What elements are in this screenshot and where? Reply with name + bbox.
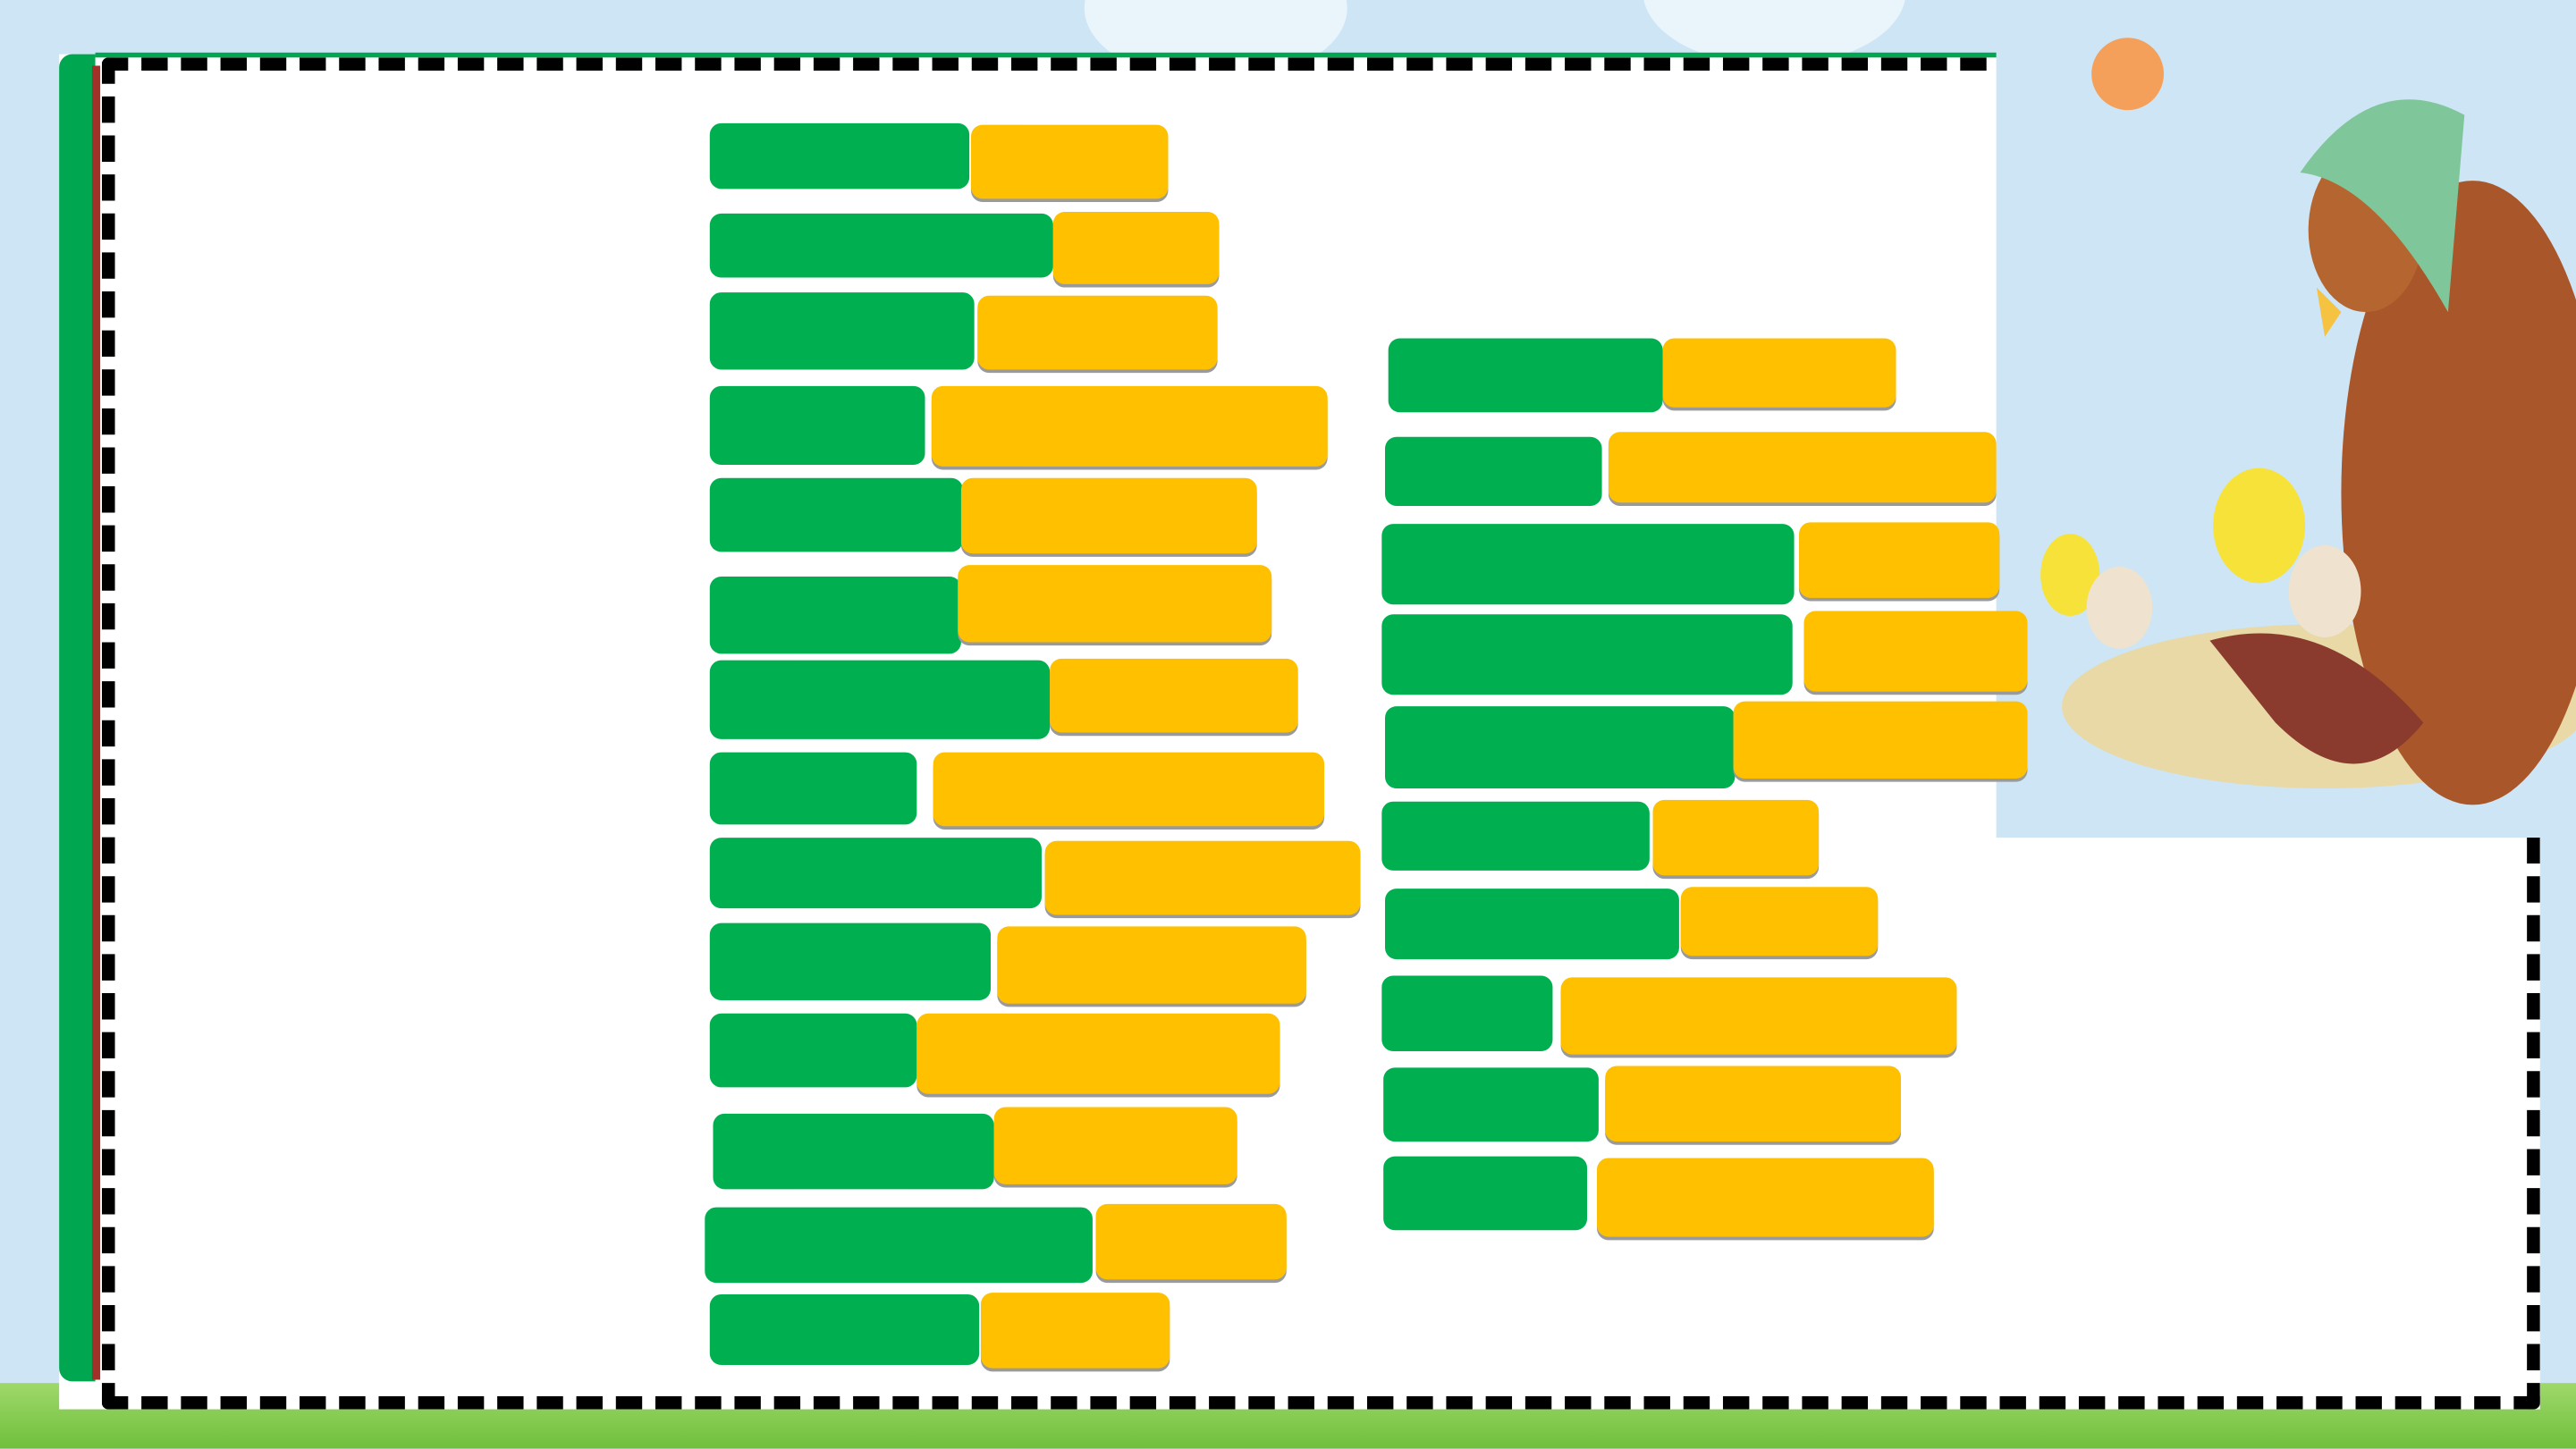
green-cover-button[interactable] bbox=[1385, 889, 1679, 960]
green-cover-button[interactable] bbox=[1381, 524, 1795, 605]
yellow-cover-button[interactable] bbox=[1052, 212, 1220, 284]
yellow-cover-button[interactable] bbox=[1733, 701, 2028, 779]
top-green-line bbox=[95, 52, 2511, 58]
dashed-frame bbox=[101, 57, 2540, 1410]
yellow-cover-button[interactable] bbox=[977, 295, 1218, 370]
headscarf bbox=[2300, 99, 2465, 313]
green-cover-button[interactable] bbox=[709, 292, 975, 370]
green-cover-button[interactable] bbox=[1383, 1156, 1588, 1231]
hen-body bbox=[2341, 181, 2576, 805]
egg-shell bbox=[2086, 566, 2153, 649]
yellow-cover-button[interactable] bbox=[1662, 338, 1896, 408]
green-side-band bbox=[59, 54, 96, 1382]
green-cover-button[interactable] bbox=[709, 576, 961, 654]
yellow-cover-button[interactable] bbox=[931, 385, 1328, 467]
green-cover-button[interactable] bbox=[709, 477, 963, 552]
green-cover-button[interactable] bbox=[1383, 1067, 1599, 1142]
yellow-cover-button[interactable] bbox=[960, 477, 1257, 554]
beak bbox=[2316, 287, 2342, 337]
yellow-cover-button[interactable] bbox=[1050, 658, 1298, 733]
yellow-cover-button[interactable] bbox=[970, 124, 1169, 199]
green-cover-button[interactable] bbox=[709, 385, 925, 466]
green-cover-button[interactable] bbox=[709, 213, 1053, 278]
green-cover-button[interactable] bbox=[709, 660, 1051, 739]
yellow-cover-button[interactable] bbox=[993, 1107, 1237, 1184]
hen-wing bbox=[2209, 633, 2424, 764]
green-cover-button[interactable] bbox=[709, 122, 970, 190]
yellow-cover-button[interactable] bbox=[958, 565, 1272, 643]
yellow-cover-button[interactable] bbox=[1803, 611, 2028, 692]
green-cover-button[interactable] bbox=[709, 922, 992, 1001]
yellow-cover-button[interactable] bbox=[1044, 840, 1361, 915]
chick bbox=[2213, 468, 2306, 584]
green-cover-button[interactable] bbox=[713, 1113, 994, 1190]
green-cover-button[interactable] bbox=[1385, 436, 1602, 506]
egg-shell bbox=[2288, 545, 2361, 637]
green-cover-button[interactable] bbox=[709, 752, 917, 825]
green-cover-button[interactable] bbox=[1381, 975, 1553, 1051]
green-cover-button[interactable] bbox=[709, 1293, 980, 1365]
red-side-line bbox=[91, 65, 101, 1380]
sun-icon bbox=[2091, 38, 2164, 111]
green-cover-button[interactable] bbox=[1381, 801, 1650, 871]
yellow-cover-button[interactable] bbox=[933, 752, 1325, 827]
yellow-cover-button[interactable] bbox=[1560, 977, 1957, 1055]
green-cover-button[interactable] bbox=[1381, 614, 1793, 695]
green-cover-button[interactable] bbox=[709, 838, 1042, 909]
green-cover-button[interactable] bbox=[709, 1013, 917, 1088]
yellow-cover-button[interactable] bbox=[1597, 1158, 1934, 1237]
yellow-cover-button[interactable] bbox=[1652, 799, 1820, 876]
yellow-cover-button[interactable] bbox=[916, 1013, 1280, 1094]
yellow-cover-button[interactable] bbox=[997, 926, 1306, 1004]
yellow-cover-button[interactable] bbox=[1799, 522, 2000, 598]
green-cover-button[interactable] bbox=[1385, 706, 1736, 788]
yellow-cover-button[interactable] bbox=[1605, 1066, 1901, 1142]
yellow-cover-button[interactable] bbox=[980, 1293, 1170, 1369]
chick bbox=[2040, 534, 2100, 617]
yellow-cover-button[interactable] bbox=[1680, 887, 1879, 956]
hen-chicks-illustration bbox=[1996, 0, 2576, 838]
yellow-cover-button[interactable] bbox=[1095, 1203, 1287, 1280]
green-cover-button[interactable] bbox=[1388, 338, 1663, 413]
yellow-cover-button[interactable] bbox=[1608, 432, 1997, 503]
green-cover-button[interactable] bbox=[705, 1207, 1093, 1284]
